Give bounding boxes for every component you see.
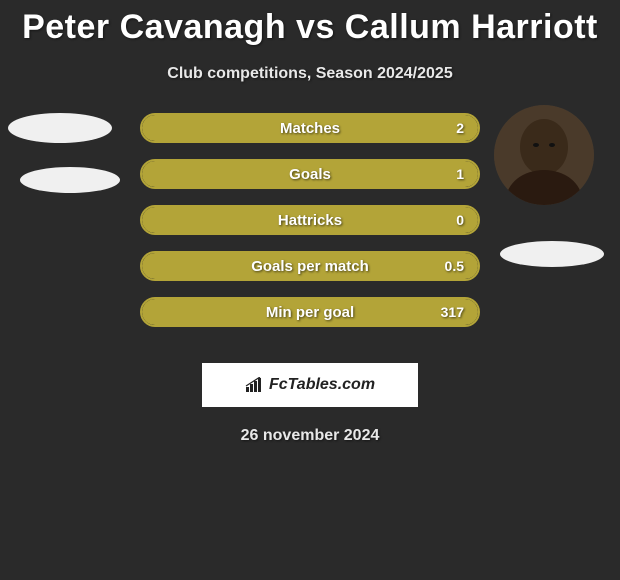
stat-bar-goals: Goals 1 (140, 159, 480, 189)
stat-label: Min per goal (142, 304, 478, 321)
stat-bar-matches: Matches 2 (140, 113, 480, 143)
page-title: Peter Cavanagh vs Callum Harriott (0, 0, 620, 47)
stat-value: 1 (456, 166, 464, 182)
stat-bar-min-per-goal: Min per goal 317 (140, 297, 480, 327)
player-avatar (494, 105, 594, 205)
brand-box[interactable]: FcTables.com (202, 363, 418, 407)
avatar-placeholder-icon (494, 105, 594, 205)
stat-label: Hattricks (142, 212, 478, 229)
left-blob-2 (20, 167, 120, 193)
stat-bar-hattricks: Hattricks 0 (140, 205, 480, 235)
stat-value: 0 (456, 212, 464, 228)
stat-label: Matches (142, 120, 478, 137)
stat-value: 0.5 (445, 258, 464, 274)
subtitle: Club competitions, Season 2024/2025 (0, 65, 620, 83)
stat-label: Goals (142, 166, 478, 183)
stat-bars: Matches 2 Goals 1 Hattricks 0 Goals per … (140, 113, 480, 343)
stat-label: Goals per match (142, 258, 478, 275)
comparison-area: Matches 2 Goals 1 Hattricks 0 Goals per … (0, 113, 620, 343)
brand-text: FcTables.com (269, 376, 375, 394)
right-blob-1 (500, 241, 604, 267)
left-blob-1 (8, 113, 112, 143)
stat-value: 317 (441, 304, 464, 320)
stat-value: 2 (456, 120, 464, 136)
chart-icon (245, 377, 265, 393)
stat-bar-goals-per-match: Goals per match 0.5 (140, 251, 480, 281)
date-text: 26 november 2024 (0, 427, 620, 445)
